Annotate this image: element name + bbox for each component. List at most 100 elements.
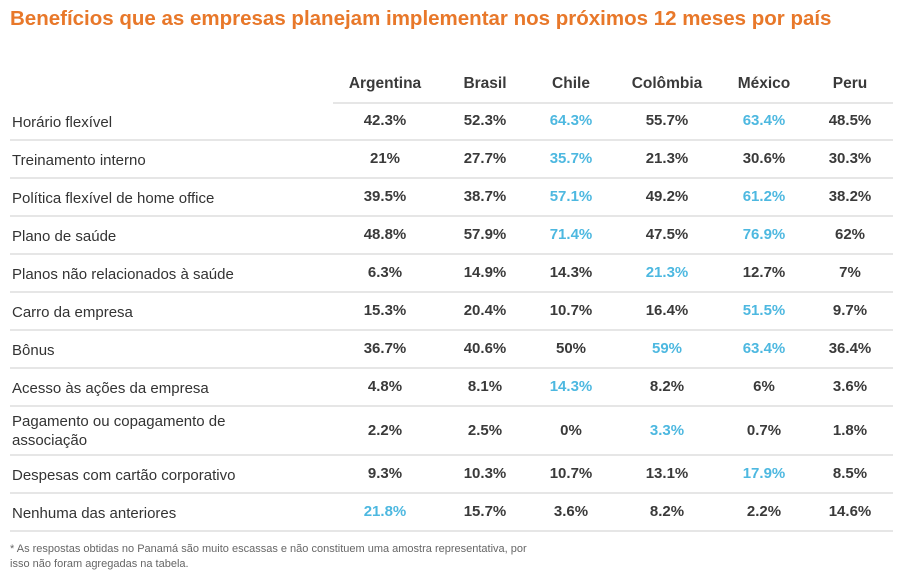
- row-divider: [10, 405, 893, 407]
- table-cell: 10.3%: [463, 465, 507, 482]
- table-row: Horário flexível 42.3% 52.3% 64.3% 55.7% 63.4…: [0, 103, 900, 141]
- table-cell: 48.5%: [828, 112, 872, 129]
- table-cell: 13.1%: [645, 465, 689, 482]
- table-cell: 30.3%: [828, 150, 872, 167]
- row-divider: [10, 530, 893, 532]
- table-cell: 3.6%: [832, 378, 868, 395]
- table-cell: 6.3%: [367, 264, 403, 281]
- footnote: * As respostas obtidas no Panamá são mui…: [10, 543, 527, 570]
- row-divider: [10, 454, 893, 456]
- table-cell: 8.5%: [832, 465, 868, 482]
- table-cell: 71.4%: [549, 226, 593, 243]
- table-cell: 10.7%: [549, 302, 593, 319]
- table-cell: 3.3%: [649, 422, 685, 439]
- table-cell: 64.3%: [549, 112, 593, 129]
- row-label: Plano de saúde: [12, 228, 117, 245]
- table-cell: 8.2%: [649, 503, 685, 520]
- row-label: Nenhuma das anteriores: [12, 505, 177, 522]
- table-cell: 21.8%: [363, 503, 407, 520]
- row-label: Bônus: [12, 342, 55, 359]
- row-label: Política flexível de home office: [12, 190, 215, 207]
- table-cell: 15.3%: [363, 302, 407, 319]
- table-row: Nenhuma das anteriores 21.8% 15.7% 3.6% 8.2%…: [0, 494, 900, 532]
- row-divider: [10, 329, 893, 331]
- table-row: Bônus 36.7% 40.6% 50% 59% 63.4% 36.4%: [0, 331, 900, 369]
- row-divider: [10, 291, 893, 293]
- table-cell: 2.5%: [467, 422, 503, 439]
- table-header: Argentina Brasil Chile Colômbia México P…: [0, 64, 900, 103]
- table-cell: 76.9%: [742, 226, 786, 243]
- table-cell: 49.2%: [645, 188, 689, 205]
- column-header-colombia: Colômbia: [631, 75, 703, 92]
- table-cell: 30.6%: [742, 150, 786, 167]
- table-cell: 63.4%: [742, 340, 786, 357]
- table-cell: 51.5%: [742, 302, 786, 319]
- row-label: Horário flexível: [12, 114, 113, 131]
- row-label: Despesas com cartão corporativo: [12, 467, 236, 484]
- table-cell: 2.2%: [367, 422, 403, 439]
- table-row: Planos não relacionados à saúde 6.3% 14.9%…: [0, 255, 900, 293]
- table-cell: 15.7%: [463, 503, 507, 520]
- table-cell: 27.7%: [463, 150, 507, 167]
- table-cell: 14.3%: [549, 264, 593, 281]
- table-cell: 57.9%: [463, 226, 507, 243]
- table-cell: 62%: [834, 226, 866, 243]
- table-cell: 21%: [369, 150, 401, 167]
- table-cell: 57.1%: [549, 188, 593, 205]
- table-cell: 42.3%: [363, 112, 407, 129]
- column-header-argentina: Argentina: [348, 75, 422, 92]
- column-header-chile: Chile: [552, 75, 590, 92]
- table-row: Carro da empresa 15.3% 20.4% 10.7% 16.4% 51.5…: [0, 293, 900, 331]
- table-row: Acesso às ações da empresa 4.8% 8.1% 14.3% 8…: [0, 369, 900, 407]
- table-cell: 7%: [839, 264, 861, 281]
- table-cell: 50%: [555, 340, 587, 357]
- row-divider: [10, 367, 893, 369]
- table-cell: 63.4%: [742, 112, 786, 129]
- page-title: Benefícios que as empresas planejam impl…: [10, 7, 832, 30]
- table-cell: 17.9%: [742, 465, 786, 482]
- table-cell: 4.8%: [367, 378, 403, 395]
- row-label: Acesso às ações da empresa: [12, 380, 209, 397]
- table-cell: 40.6%: [463, 340, 507, 357]
- table-cell: 52.3%: [463, 112, 507, 129]
- column-header-peru: Peru: [832, 75, 868, 92]
- table-row: Treinamento interno 21% 27.7% 35.7% 21.3% 30.…: [0, 141, 900, 179]
- column-header-brasil: Brasil: [463, 75, 507, 92]
- table-cell: 38.2%: [828, 188, 872, 205]
- table-cell: 14.6%: [828, 503, 872, 520]
- table-cell: 9.3%: [367, 465, 403, 482]
- row-label: Pagamento ou copagamento de associação: [12, 413, 226, 449]
- row-divider: [10, 492, 893, 494]
- table-cell: 9.7%: [832, 302, 868, 319]
- table-cell: 36.7%: [363, 340, 407, 357]
- table-cell: 14.9%: [463, 264, 507, 281]
- table-cell: 39.5%: [363, 188, 407, 205]
- table-cell: 38.7%: [463, 188, 507, 205]
- row-divider: [10, 215, 893, 217]
- table-cell: 55.7%: [645, 112, 689, 129]
- table-row: Pagamento ou copagamento de associação 2.…: [0, 407, 900, 456]
- table-cell: 0%: [560, 422, 582, 439]
- table-cell: 61.2%: [742, 188, 786, 205]
- table-cell: 0.7%: [746, 422, 782, 439]
- table-cell: 3.6%: [553, 503, 589, 520]
- header-divider: [333, 102, 893, 104]
- row-label: Carro da empresa: [12, 304, 133, 321]
- table-cell: 6%: [753, 378, 775, 395]
- table-cell: 2.2%: [746, 503, 782, 520]
- table-cell: 8.1%: [467, 378, 503, 395]
- table-row: Política flexível de home office 39.5% 38.…: [0, 179, 900, 217]
- table-cell: 36.4%: [828, 340, 872, 357]
- table-cell: 20.4%: [463, 302, 507, 319]
- table-cell: 21.3%: [645, 264, 689, 281]
- table-cell: 14.3%: [549, 378, 593, 395]
- table-cell: 8.2%: [649, 378, 685, 395]
- table-cell: 35.7%: [549, 150, 593, 167]
- table-cell: 10.7%: [549, 465, 593, 482]
- table-cell: 59%: [651, 340, 683, 357]
- table-cell: 1.8%: [832, 422, 868, 439]
- table-cell: 12.7%: [742, 264, 786, 281]
- table-cell: 16.4%: [645, 302, 689, 319]
- table-cell: 48.8%: [363, 226, 407, 243]
- row-label: Treinamento interno: [12, 152, 146, 169]
